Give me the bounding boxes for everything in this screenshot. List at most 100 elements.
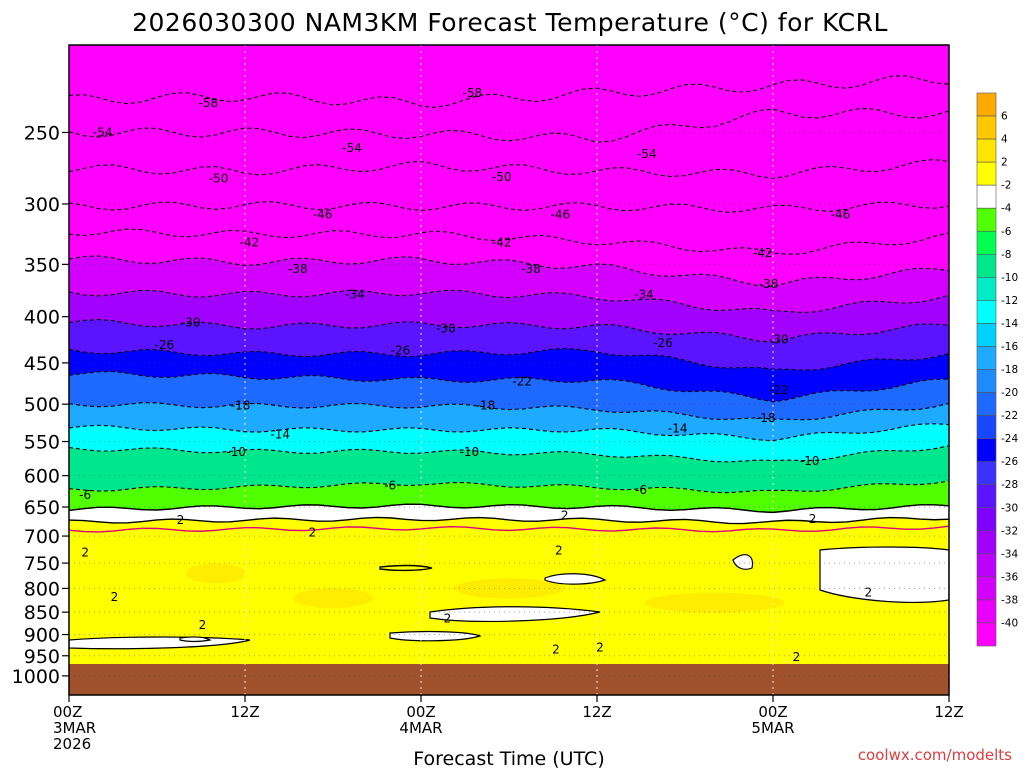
colorbar-label: -38 [1001,594,1018,606]
colorbar-swatch [976,461,997,486]
colorbar-swatch [976,576,997,601]
contour-label: -50 [209,171,229,185]
colorbar-swatch [976,230,997,255]
colorbar-label: -34 [1001,548,1018,560]
temperature-band [69,319,949,371]
colorbar-label: -14 [1001,318,1018,330]
temperature-band [69,75,949,143]
temperature-band [69,159,949,213]
colorbar-swatch [976,415,997,439]
contour-label: 2 [561,508,569,522]
y-tick-label: 400 [24,307,60,329]
isotherm-line [69,423,949,442]
colorbar-label: -4 [1001,203,1012,215]
colorbar-swatch [976,530,997,555]
warm-patch [644,592,785,613]
colorbar-swatch [976,622,997,647]
colorbar-swatch [976,115,997,140]
isotherm-line [69,255,949,287]
contour-label: -42 [492,235,512,249]
temperature-band [69,108,949,179]
contour-label: -46 [551,207,571,221]
x-tick-label: 12Z [582,703,611,721]
x-tick-label: 12Z [230,703,259,721]
warm-patch [185,563,246,584]
contour-label: -14 [270,427,290,441]
plot-frame [68,44,950,696]
y-tick-label: 700 [24,526,60,548]
contour-label: -22 [512,375,532,389]
colorbar-swatch [976,599,997,624]
contour-label: -6 [384,478,396,492]
contour-label: -38 [521,262,541,276]
isotherm-line [69,75,949,108]
contour-label: -30 [769,333,789,347]
y-tick-label: 850 [24,602,60,624]
colorbar-label: -26 [1001,456,1018,468]
isotherm-line [69,370,949,403]
y-tick-label: 600 [24,466,60,488]
contour-label: -42 [753,246,773,260]
x-axis-title: Forecast Time (UTC) [413,748,604,768]
colorbar-label: -12 [1001,295,1018,307]
y-tick-label: 500 [24,394,60,416]
colorbar-swatch [976,369,997,393]
y-tick-label: 750 [24,553,60,575]
colorbar-swatch [976,138,997,163]
isotherm-line [69,445,949,463]
isotherm-line [69,159,949,179]
contour-label: -46 [313,207,333,221]
y-tick-label: 450 [24,353,60,375]
y-tick-label: 550 [24,432,60,454]
colorbar-label: 2 [1001,157,1008,169]
temperature-band [69,480,949,513]
isotherm-line [69,228,949,255]
freezing-layer-band [69,504,949,524]
colorbar-label: -18 [1001,364,1018,376]
contour-label: -18 [231,399,251,413]
colorbar-swatch [976,253,997,278]
contour-label: -34 [634,288,654,302]
colorbar-swatch [976,277,997,301]
contour-label: -46 [831,207,851,221]
y-tick-label: 650 [24,497,60,519]
y-axis: 2503003504004505005506006507007508008509… [12,122,69,688]
colorbar-swatch [976,207,997,232]
colorbar-label: -24 [1001,433,1018,445]
y-tick-label: 900 [24,625,60,647]
x-tick-label: 12Z [934,703,963,721]
isotherm-line [69,289,949,314]
contour-label: 2 [111,590,119,604]
temperature-band [69,402,949,441]
isotherm-line [69,503,949,514]
colorbar-label: -22 [1001,410,1018,422]
contour-label: -10 [226,445,246,459]
temperature-band [69,290,949,342]
colorbar-label: -10 [1001,272,1018,284]
colorbar-label: -8 [1001,249,1011,261]
x-tick-label: 00Z [406,703,435,721]
contour-label: -38 [759,277,779,291]
contour-label: -30 [181,316,201,330]
contour-label: -6 [635,483,647,497]
contour-label: -42 [240,235,260,249]
colorbar-label: -20 [1001,387,1018,399]
colorbar-label: -28 [1001,479,1018,491]
contour-label: -14 [668,421,688,435]
colorbar-label: -40 [1001,617,1018,629]
y-tick-label: 250 [24,122,60,144]
temperature-band [69,229,949,287]
isotherm-line [69,201,949,213]
x-tick-label: 3MAR [53,719,96,737]
contour-label: -10 [460,445,480,459]
isotherm-line [69,480,949,494]
y-tick-label: 800 [24,578,60,600]
colorbar-swatch [976,92,997,117]
colorbar-label: -32 [1001,525,1018,537]
temperature-band [69,445,949,493]
y-tick-label: 950 [24,646,60,668]
colorbar-label: -2 [1001,180,1011,192]
contour-label: -30 [436,321,456,335]
